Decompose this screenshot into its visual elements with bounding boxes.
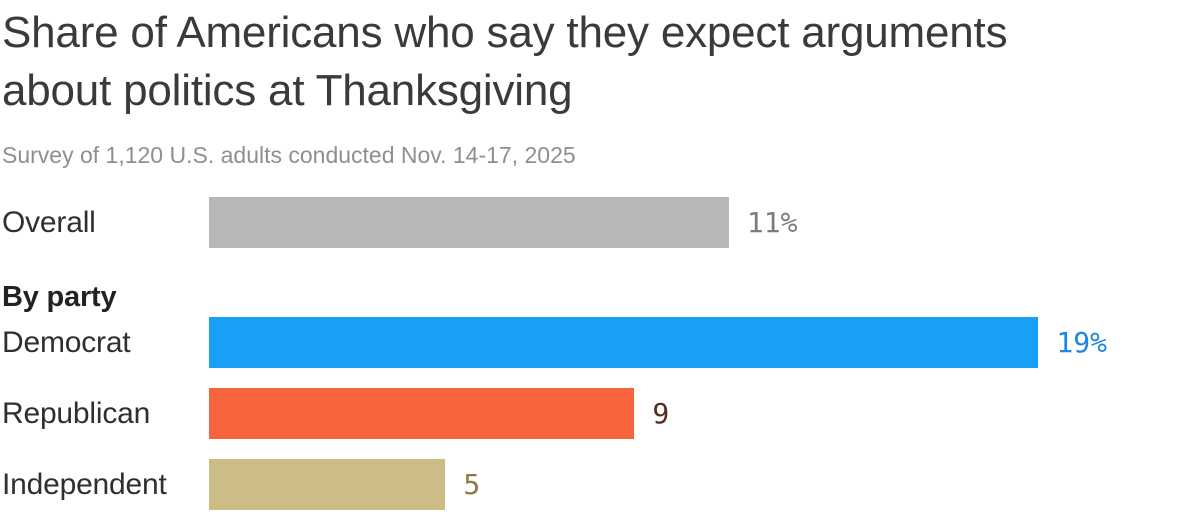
bar-democrat [209, 317, 1039, 368]
bar-independent [209, 459, 446, 510]
bar-chart: Overall 11% By party Democrat 19% Republ… [2, 197, 1200, 510]
chart-title: Share of Americans who say they expect a… [2, 8, 1008, 115]
bar-track: 19% [209, 317, 1107, 368]
bar-overall [209, 197, 729, 248]
category-label-independent: Independent [2, 467, 167, 501]
bar-republican [209, 388, 635, 439]
bar-row-overall: Overall 11% [2, 197, 1200, 248]
bar-row-republican: Republican 9 [2, 388, 1200, 439]
bar-row-democrat: Democrat 19% [2, 317, 1200, 368]
bar-track: 11% [209, 197, 1107, 248]
category-label-republican: Republican [2, 396, 151, 430]
value-label-independent: 5 [463, 468, 481, 501]
category-label-overall: Overall [2, 205, 96, 239]
bar-track: 5 [209, 459, 1107, 510]
value-label-republican: 9 [652, 397, 670, 430]
value-label-democrat: 19% [1056, 326, 1107, 359]
value-label-overall: 11% [746, 206, 798, 239]
chart-page: Share of Americans who say they expect a… [2, 4, 1200, 510]
chart-subtitle: Survey of 1,120 U.S. adults conducted No… [2, 142, 576, 168]
group-header-by-party: By party [2, 280, 117, 313]
bar-track: 9 [209, 388, 1107, 439]
bar-row-independent: Independent 5 [2, 459, 1200, 510]
category-label-democrat: Democrat [2, 325, 131, 359]
